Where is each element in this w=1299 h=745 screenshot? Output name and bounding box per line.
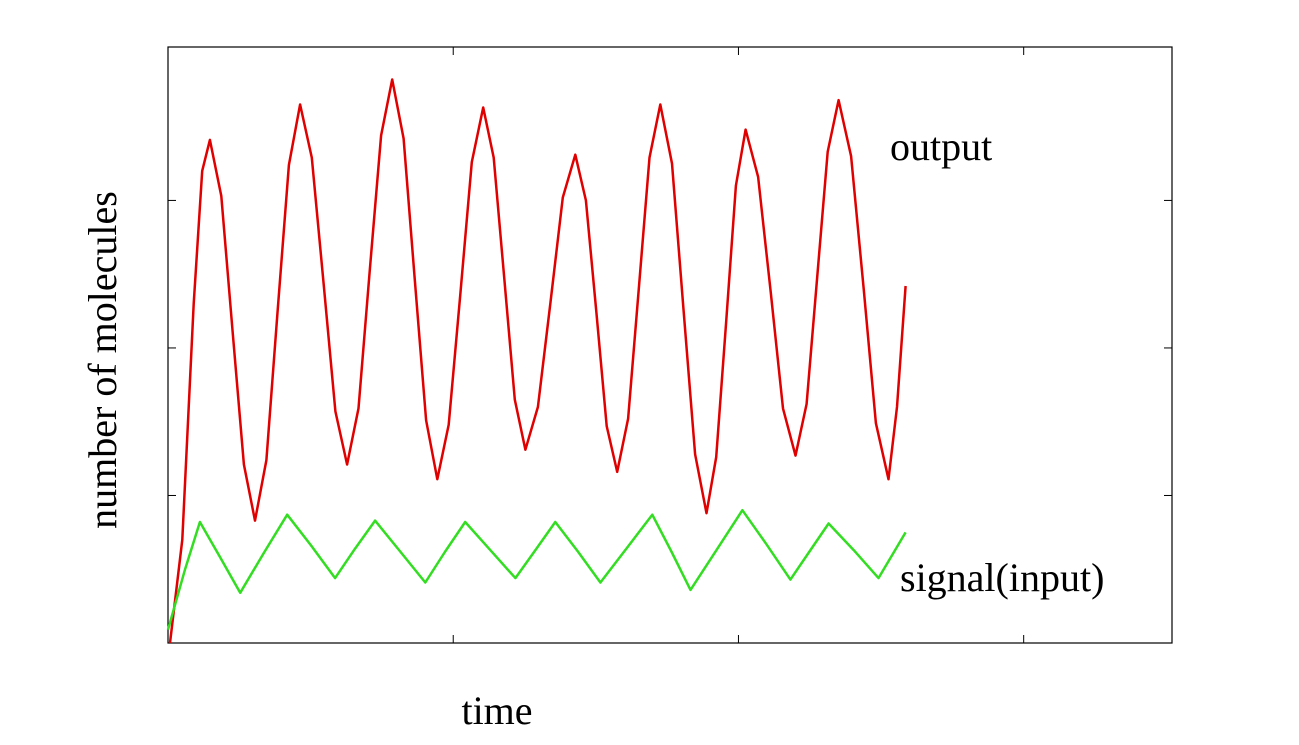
annotation: output — [890, 124, 992, 169]
plot-frame — [167, 46, 1173, 644]
y-axis-label: number of molecules — [80, 191, 125, 529]
annotation: signal(input) — [900, 555, 1104, 600]
data-line — [168, 78, 907, 644]
data-line — [166, 508, 907, 631]
x-axis-label: time — [461, 688, 532, 733]
